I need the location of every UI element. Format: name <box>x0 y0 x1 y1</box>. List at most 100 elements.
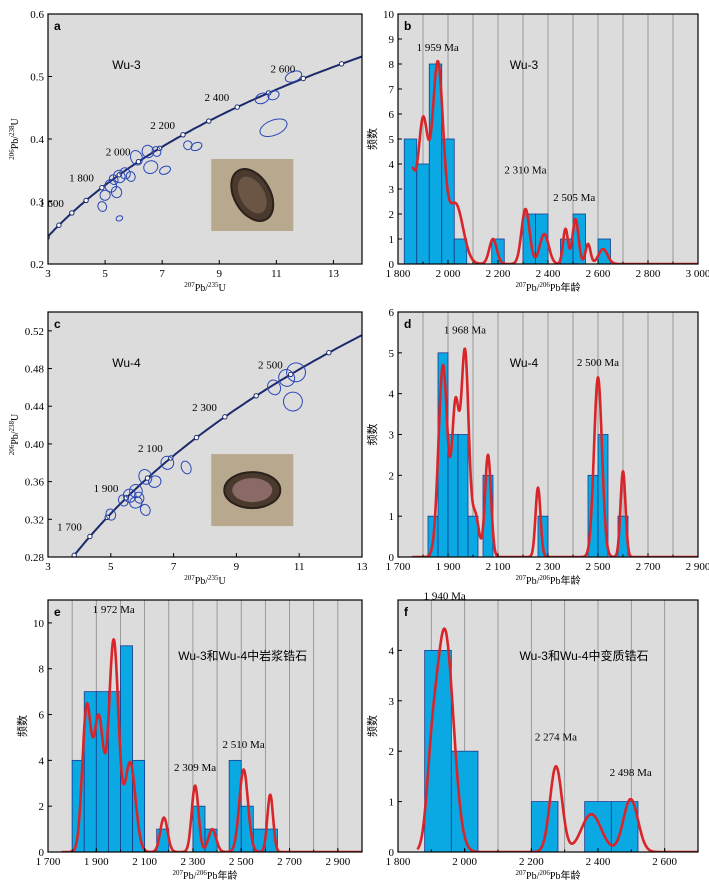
density-curve <box>411 347 698 557</box>
axis-label-part: U <box>10 117 21 125</box>
y-tick-label: 2 <box>389 470 395 482</box>
histogram-bar <box>437 352 449 557</box>
x-tick-label: 2 500 <box>586 561 611 573</box>
error-ellipse <box>139 503 151 516</box>
y-tick-label: 0 <box>389 847 395 859</box>
error-ellipse <box>148 475 162 488</box>
error-ellipse <box>133 491 145 504</box>
x-tick-label: 7 <box>159 268 165 280</box>
y-tick-label: 0.6 <box>30 9 44 21</box>
y-axis-label: 206Pb/238U <box>8 117 21 159</box>
axis-label-superscript: 207 <box>516 869 527 877</box>
concordia-age-marker <box>234 104 240 110</box>
error-ellipse <box>99 189 111 201</box>
x-tick-label: 2 900 <box>325 856 350 868</box>
error-ellipse <box>254 92 270 105</box>
x-tick-label: 2 600 <box>586 268 611 280</box>
x-tick-label: 2 600 <box>652 856 677 868</box>
sample-label: Wu-4 <box>112 356 141 370</box>
concordia-age-marker <box>83 197 89 204</box>
peak-age-label: 2 309 Ma <box>174 762 216 774</box>
concordia-age-marker <box>99 184 105 191</box>
axis-label-superscript: 206 <box>196 869 207 877</box>
peak-age-label: 2 274 Ma <box>535 732 577 744</box>
error-ellipse <box>267 379 282 396</box>
x-axis-label: 207Pb/206Pb年龄 <box>516 869 581 882</box>
plot-inner <box>403 14 698 264</box>
peak-age-label: 2 510 Ma <box>223 739 265 751</box>
concordia-age-label: 1 600 <box>39 198 64 210</box>
error-ellipse <box>183 140 193 151</box>
x-axis-label: 207Pb/206Pb年龄 <box>516 281 581 294</box>
error-ellipse <box>143 160 159 175</box>
concordia-age-marker <box>135 158 142 165</box>
concordia-age-marker <box>369 328 373 332</box>
axis-label-superscript: 235 <box>208 574 219 582</box>
x-tick-label: 2 100 <box>132 856 157 868</box>
sample-label: Wu-4 <box>510 356 539 370</box>
concordia-age-label: 1 700 <box>57 522 82 534</box>
plot-inner <box>416 600 698 852</box>
y-tick-label: 2 <box>389 746 395 758</box>
x-tick-label: 2 800 <box>636 268 661 280</box>
plot-inner <box>71 283 470 557</box>
y-tick-label: 0 <box>389 552 395 564</box>
error-ellipse <box>278 369 296 387</box>
panel-letter: a <box>54 19 61 33</box>
x-tick-label: 9 <box>217 268 223 280</box>
x-tick-label: 2 300 <box>181 856 206 868</box>
axis-label-part: Pb <box>195 576 206 587</box>
y-tick-label: 0.28 <box>25 552 45 564</box>
x-tick-label: 2 000 <box>436 268 461 280</box>
error-ellipse <box>180 460 192 475</box>
y-axis-label: 频数 <box>365 424 379 446</box>
error-ellipse <box>190 141 203 152</box>
axis-label-superscript: 207 <box>516 574 527 582</box>
error-ellipse <box>141 144 155 159</box>
plot-inner <box>411 312 698 557</box>
y-tick-label: 4 <box>389 645 395 657</box>
panel-f: 1 800 2 000 2 200 2 400 2 60001234207Pb/206P… <box>365 591 699 882</box>
concordia-age-marker <box>87 533 93 540</box>
plot-frame <box>47 311 363 558</box>
y-tick-label: 3 <box>389 430 395 442</box>
axis-label-superscript: 206 <box>539 574 550 582</box>
y-tick-label: 0.52 <box>25 326 44 338</box>
error-ellipse <box>267 90 280 101</box>
panel-letter: c <box>54 317 61 331</box>
axis-label-part: 年龄 <box>560 574 580 587</box>
y-tick-label: 3 <box>389 696 395 708</box>
error-ellipse <box>160 455 175 470</box>
axis-label-superscript: 207 <box>516 281 527 289</box>
concordia-age-marker <box>466 283 470 287</box>
axis-label-part: Pb <box>550 283 561 294</box>
x-tick-label: 1 900 <box>436 561 461 573</box>
y-tick-label: 6 <box>39 710 45 722</box>
error-ellipse <box>286 362 306 383</box>
y-axis-label: 频数 <box>15 715 29 737</box>
x-tick-label: 2 300 <box>536 561 561 573</box>
x-tick-label: 1 700 <box>386 561 411 573</box>
sample-label: Wu-3 <box>510 58 539 72</box>
x-tick-label: 2 900 <box>686 561 709 573</box>
axis-label-part: Pb <box>10 434 21 445</box>
y-tick-label: 4 <box>39 755 45 767</box>
concordia-age-marker <box>300 75 307 82</box>
error-ellipse <box>105 508 117 521</box>
x-axis-label: 207Pb/206Pb年龄 <box>173 869 238 882</box>
concordia-age-marker <box>71 552 77 557</box>
concordia-age-marker <box>180 132 186 138</box>
axis-label-superscript: 235 <box>208 281 219 289</box>
concordia-age-marker <box>48 234 50 240</box>
y-axis-label: 频数 <box>365 715 379 737</box>
histogram-bar <box>467 515 479 557</box>
concordia-age-marker <box>382 47 386 51</box>
plot-frame <box>397 599 699 853</box>
concordia-age-marker <box>193 434 200 441</box>
y-tick-label: 0.44 <box>25 401 45 413</box>
axis-label-part: Pb <box>207 871 218 882</box>
sample-label: Wu-3和Wu-4中岩浆锆石 <box>178 648 307 663</box>
error-ellipse <box>129 496 143 509</box>
y-tick-label: 8 <box>389 59 395 71</box>
y-tick-label: 7 <box>389 84 395 96</box>
